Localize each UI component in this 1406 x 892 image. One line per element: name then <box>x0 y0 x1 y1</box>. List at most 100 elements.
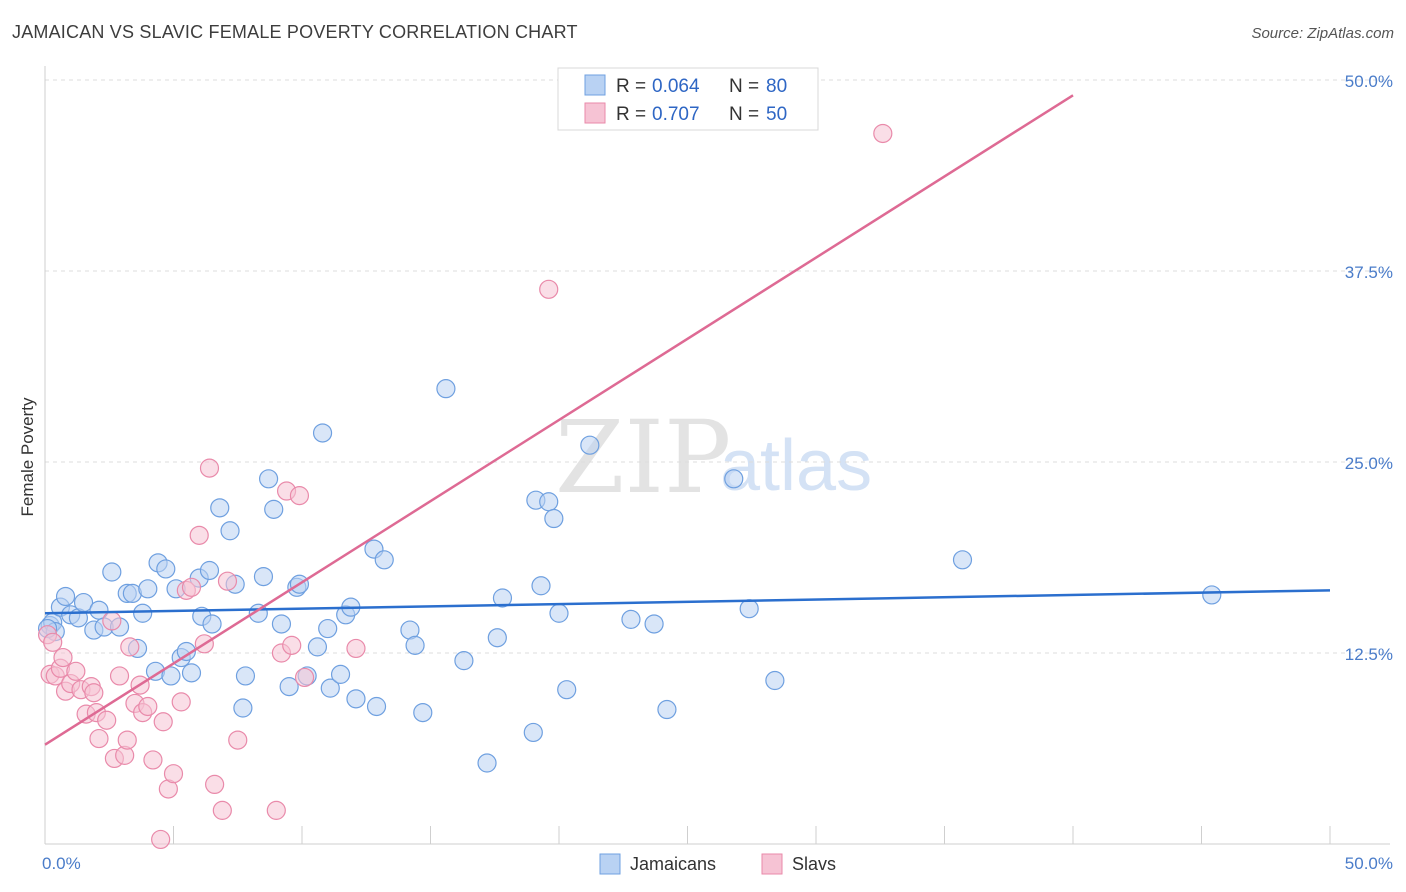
point-jamaicans-30 <box>210 498 230 518</box>
point-jamaicans-21 <box>161 666 181 686</box>
point-jamaicans-16 <box>133 603 153 623</box>
point-jamaicans-57 <box>413 702 433 723</box>
point-slavs-25 <box>151 829 171 850</box>
point-jamaicans-56 <box>405 635 425 655</box>
point-jamaicans-11 <box>102 562 122 582</box>
point-jamaicans-40 <box>279 677 299 697</box>
point-slavs-29 <box>171 692 191 712</box>
watermark: ZIP atlas <box>555 399 872 516</box>
point-jamaicans-75 <box>739 599 759 619</box>
point-jamaicans-45 <box>312 423 333 443</box>
legend-r-label-slavs: R = <box>616 104 646 125</box>
bottom-legend-swatch-slavs <box>761 853 783 875</box>
point-slavs-28 <box>163 764 184 784</box>
point-slavs-47 <box>873 123 893 144</box>
x-tick-label-0: 0.0% <box>42 854 81 873</box>
point-jamaicans-77 <box>952 550 973 570</box>
point-jamaicans-51 <box>346 689 366 709</box>
point-jamaicans-68 <box>549 603 569 623</box>
point-slavs-43 <box>289 486 310 506</box>
legend: R = 0.064 N = 80 R = 0.707 N = 50 <box>557 67 819 131</box>
point-slavs-7 <box>66 661 86 681</box>
point-jamaicans-76 <box>765 670 785 691</box>
point-slavs-26 <box>153 712 173 732</box>
point-jamaicans-46 <box>318 618 338 639</box>
point-jamaicans-71 <box>621 609 641 629</box>
point-jamaicans-36 <box>253 566 274 587</box>
point-jamaicans-29 <box>202 614 222 634</box>
x-tick-labels: 0.0% 50.0% <box>42 854 1393 873</box>
point-jamaicans-39 <box>271 614 292 634</box>
bottom-legend: Jamaicans Slavs <box>599 853 836 875</box>
chart-title: JAMAICAN VS SLAVIC FEMALE POVERTY CORREL… <box>12 22 578 42</box>
point-jamaicans-24 <box>176 641 196 662</box>
chart-source: Source: ZipAtlas.com <box>1251 25 1394 42</box>
point-jamaicans-38 <box>264 499 284 519</box>
point-slavs-12 <box>89 728 109 749</box>
legend-swatch-slavs <box>584 102 606 124</box>
y-tick-label-0: 12.5% <box>1345 645 1393 664</box>
y-axis-label: Female Poverty <box>18 397 37 517</box>
point-jamaicans-60 <box>477 753 497 773</box>
point-jamaicans-53 <box>366 696 387 717</box>
bottom-legend-label-jamaicans: Jamaicans <box>630 854 716 874</box>
point-slavs-16 <box>109 666 130 686</box>
point-slavs-14 <box>102 611 122 631</box>
point-slavs-37 <box>217 571 238 591</box>
y-tick-label-3: 50.0% <box>1345 72 1393 91</box>
point-slavs-46 <box>539 279 559 299</box>
point-jamaicans-69 <box>557 680 577 700</box>
grid-lines <box>45 79 1390 654</box>
legend-r-value-jamaicans: 0.064 <box>652 76 700 97</box>
point-slavs-38 <box>228 730 248 750</box>
point-jamaicans-34 <box>235 666 256 686</box>
point-jamaicans-20 <box>156 559 176 579</box>
point-jamaicans-17 <box>138 579 158 599</box>
point-jamaicans-63 <box>523 722 543 743</box>
y-tick-label-2: 37.5% <box>1345 263 1393 282</box>
bottom-legend-swatch-jamaicans <box>599 853 621 875</box>
point-slavs-48 <box>43 632 63 652</box>
y-tick-labels: 12.5% 25.0% 37.5% 50.0% <box>1345 72 1393 664</box>
point-jamaicans-74 <box>724 469 744 489</box>
trend-lines <box>44 94 1331 746</box>
point-slavs-4 <box>53 647 73 668</box>
point-jamaicans-59 <box>454 651 474 671</box>
point-slavs-44 <box>294 667 315 688</box>
trend-line-jamaicans <box>44 589 1331 615</box>
point-slavs-35 <box>205 774 225 795</box>
point-jamaicans-48 <box>330 664 351 684</box>
axes <box>44 66 1390 845</box>
point-slavs-42 <box>282 635 302 655</box>
point-jamaicans-70 <box>580 435 600 455</box>
legend-n-label-jamaicans: N = <box>729 76 759 97</box>
legend-swatch-jamaicans <box>584 74 606 96</box>
point-jamaicans-25 <box>181 663 202 683</box>
point-jamaicans-67 <box>544 508 564 529</box>
point-slavs-19 <box>120 637 140 657</box>
watermark-zip: ZIP <box>555 399 731 516</box>
point-slavs-18 <box>117 730 137 750</box>
point-jamaicans-62 <box>492 588 513 608</box>
point-jamaicans-28 <box>199 560 220 581</box>
point-jamaicans-61 <box>487 628 507 648</box>
point-slavs-31 <box>181 577 202 597</box>
data-points <box>37 123 1222 850</box>
point-jamaicans-33 <box>233 698 253 718</box>
point-jamaicans-66 <box>539 492 559 512</box>
legend-r-label-jamaicans: R = <box>616 76 646 97</box>
legend-n-label-slavs: N = <box>729 104 759 125</box>
y-tick-label-1: 25.0% <box>1345 454 1393 473</box>
point-jamaicans-58 <box>436 379 456 399</box>
watermark-atlas: atlas <box>720 426 872 506</box>
point-slavs-23 <box>138 696 158 717</box>
point-jamaicans-37 <box>258 469 279 489</box>
bottom-legend-label-slavs: Slavs <box>792 854 836 874</box>
x-tick-label-1: 50.0% <box>1345 854 1393 873</box>
legend-n-value-slavs: 50 <box>766 104 787 125</box>
point-jamaicans-47 <box>320 678 340 698</box>
point-slavs-34 <box>199 458 220 478</box>
point-slavs-49 <box>84 683 104 703</box>
point-jamaicans-54 <box>374 550 394 570</box>
